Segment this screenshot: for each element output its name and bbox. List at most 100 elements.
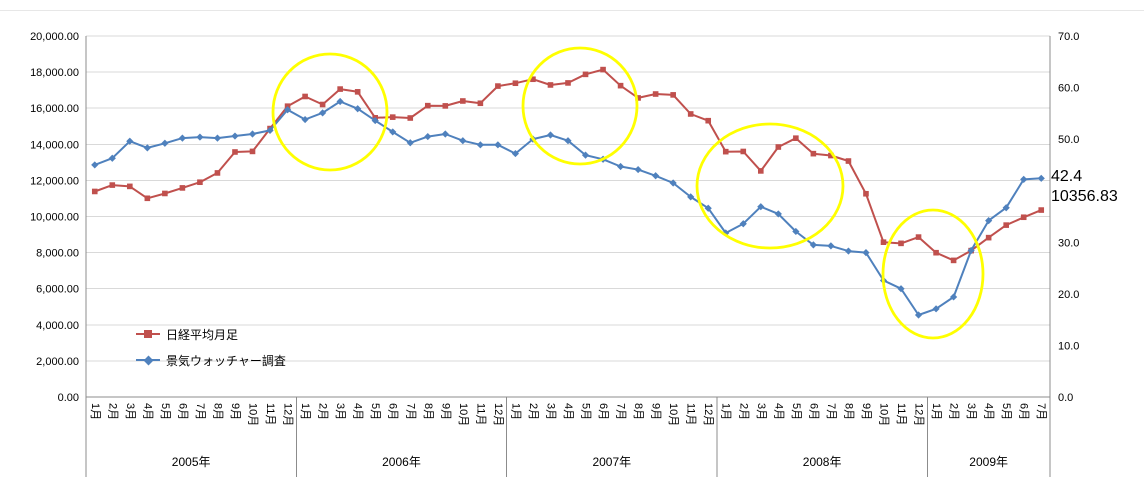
watchers-series-line [94, 100, 1042, 316]
x-axis-month-label: 12月 [492, 403, 504, 426]
watchers-data-point [459, 137, 467, 145]
watchers-data-point [511, 149, 520, 158]
nikkei-data-point [319, 101, 326, 108]
nikkei-data-point [302, 93, 308, 100]
right-axis-tick-label: 50.0 [1058, 134, 1079, 146]
x-axis-month-label: 5月 [790, 403, 802, 420]
x-axis-month-label: 8月 [842, 403, 854, 420]
nikkei-data-point [652, 91, 659, 97]
nikkei-data-point [354, 89, 361, 95]
x-axis-month-label: 4月 [352, 403, 364, 420]
x-axis-month-label: 3月 [755, 403, 767, 420]
watchers-data-point [371, 116, 379, 125]
x-axis-month-label: 2月 [106, 403, 118, 420]
nikkei-data-point [687, 111, 694, 117]
watchers-data-point [914, 311, 923, 319]
watchers-data-point [739, 220, 747, 228]
nikkei-data-point [915, 234, 922, 240]
x-axis-month-label: 5月 [159, 403, 171, 420]
nikkei-data-point [127, 183, 133, 190]
x-axis-year-label: 2008年 [803, 455, 842, 469]
legend-item-watchers: 景気ウォッチャー調査 [136, 352, 286, 368]
x-axis-month-label: 7月 [1035, 403, 1047, 420]
nikkei-data-point [705, 117, 712, 124]
x-axis-month-label: 3月 [334, 403, 346, 420]
nikkei-data-point [179, 185, 186, 191]
x-axis-month-label: 1月 [720, 403, 732, 420]
watchers-data-point [652, 172, 660, 180]
x-axis-month-label: 7月 [825, 403, 837, 420]
watchers-data-point [581, 151, 590, 159]
nikkei-data-point [793, 135, 799, 141]
x-axis-month-label: 9月 [650, 403, 662, 420]
watchers-data-point [476, 141, 484, 149]
left-axis-tick-label: 20,000.00 [30, 31, 79, 43]
nikkei-data-point [617, 82, 624, 89]
watchers-data-point [722, 229, 730, 237]
watchers-data-point [161, 139, 169, 147]
nikkei-data-point [582, 71, 589, 78]
nikkei-data-point [722, 148, 729, 155]
watchers-data-point [669, 179, 677, 187]
left-axis-tick-label: 10,000.00 [30, 212, 79, 224]
watchers-data-point [126, 137, 134, 145]
watchers-data-point [196, 133, 204, 141]
watchers-data-point [1037, 174, 1045, 182]
watchers-data-point [897, 285, 905, 293]
x-axis-month-label: 10月 [877, 403, 889, 426]
x-axis-month-label: 3月 [124, 403, 136, 420]
nikkei-data-point [1038, 207, 1045, 213]
nikkei-data-point [898, 240, 904, 247]
x-axis-month-label: 10月 [667, 403, 679, 426]
x-axis-month-label: 9月 [229, 403, 241, 420]
watchers-series-marker-icon [136, 355, 160, 365]
x-axis-month-label: 9月 [439, 403, 451, 420]
highlight-ellipse [271, 52, 389, 172]
nikkei-last-value-label: 10356.83 [1051, 187, 1118, 207]
nikkei-data-point [670, 92, 676, 98]
watchers-data-point [231, 132, 239, 140]
watchers-data-point [634, 165, 642, 174]
x-axis-month-label: 1月 [89, 403, 101, 420]
x-axis-month-label: 12月 [282, 403, 294, 426]
x-axis-month-label: 9月 [860, 403, 872, 420]
nikkei-data-point [91, 188, 98, 195]
left-axis-tick-label: 2,000.00 [36, 356, 79, 368]
watchers-data-point [704, 204, 712, 212]
nikkei-data-point [162, 190, 168, 197]
left-axis-tick-label: 8,000.00 [36, 248, 79, 260]
x-axis-year-label: 2005年 [172, 455, 211, 469]
x-axis-month-label: 5月 [580, 403, 592, 420]
x-axis-year-label: 2007年 [592, 455, 631, 469]
right-axis-tick-label: 60.0 [1058, 83, 1079, 95]
watchers-legend-label: 景気ウォッチャー調査 [166, 353, 286, 368]
watchers-data-point [774, 210, 782, 218]
x-axis-month-label: 2月 [527, 403, 539, 420]
watchers-data-point [354, 105, 362, 113]
highlight-ellipse [695, 122, 845, 250]
nikkei-data-point [389, 114, 396, 120]
nikkei-legend-label: 日経平均月足 [166, 327, 239, 342]
nikkei-data-point [109, 182, 116, 188]
x-axis-month-label: 11月 [685, 403, 697, 425]
x-axis-month-label: 4月 [772, 403, 784, 420]
watchers-data-point [862, 249, 870, 257]
x-axis-month-label: 5月 [1000, 403, 1012, 420]
right-axis-tick-label: 10.0 [1058, 340, 1079, 352]
spreadsheet-gridline [0, 10, 1144, 11]
x-axis-month-label: 12月 [913, 403, 925, 426]
x-axis-month-label: 2月 [737, 403, 749, 420]
x-axis-year-label: 2009年 [969, 455, 1008, 469]
left-axis-tick-label: 16,000.00 [30, 103, 79, 115]
watchers-data-point [1002, 204, 1010, 212]
watchers-data-point [441, 130, 449, 138]
nikkei-data-point [530, 76, 536, 83]
watchers-data-point [932, 305, 940, 313]
watchers-data-point [248, 130, 257, 138]
highlight-ellipse [521, 46, 639, 166]
x-axis-month-label: 6月 [1018, 403, 1030, 420]
watchers-data-point [424, 132, 432, 141]
nikkei-data-point [232, 149, 238, 155]
